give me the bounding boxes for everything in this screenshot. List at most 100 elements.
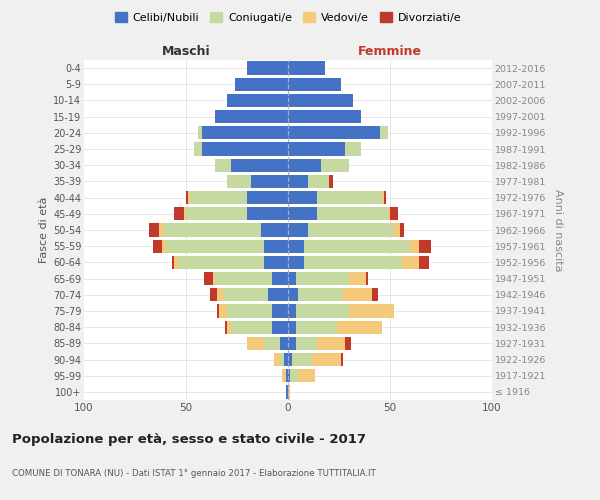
Bar xyxy=(223,288,268,302)
Bar xyxy=(419,240,431,253)
Bar xyxy=(343,288,371,302)
Bar xyxy=(288,142,345,156)
Bar xyxy=(149,224,160,236)
Bar xyxy=(247,191,288,204)
Bar xyxy=(317,191,382,204)
Bar xyxy=(215,158,231,172)
Bar xyxy=(211,288,217,302)
Bar xyxy=(212,272,215,285)
Bar xyxy=(349,304,394,318)
Bar xyxy=(419,256,429,269)
Bar xyxy=(227,304,272,318)
Bar xyxy=(365,272,368,285)
Bar xyxy=(337,320,382,334)
Bar xyxy=(345,142,361,156)
Bar xyxy=(263,336,280,350)
Bar xyxy=(172,256,174,269)
Bar xyxy=(217,288,223,302)
Bar xyxy=(288,78,341,91)
Bar xyxy=(313,353,341,366)
Legend: Celibi/Nubili, Coniugati/e, Vedovi/e, Divorziati/e: Celibi/Nubili, Coniugati/e, Vedovi/e, Di… xyxy=(110,8,466,28)
Bar xyxy=(296,336,317,350)
Bar xyxy=(202,126,288,140)
Bar xyxy=(288,336,296,350)
Bar xyxy=(174,256,178,269)
Bar xyxy=(231,320,272,334)
Bar xyxy=(280,336,288,350)
Bar xyxy=(288,224,308,236)
Bar xyxy=(288,256,304,269)
Bar xyxy=(202,142,288,156)
Bar xyxy=(288,158,320,172)
Bar xyxy=(164,224,262,236)
Bar xyxy=(227,94,288,107)
Bar xyxy=(345,336,351,350)
Bar xyxy=(298,369,314,382)
Bar xyxy=(410,240,419,253)
Bar xyxy=(380,126,388,140)
Bar xyxy=(227,320,231,334)
Bar xyxy=(290,369,298,382)
Bar xyxy=(160,224,164,236)
Bar xyxy=(288,240,304,253)
Bar xyxy=(184,207,186,220)
Text: Femmine: Femmine xyxy=(358,44,422,58)
Bar xyxy=(190,191,247,204)
Bar xyxy=(166,240,263,253)
Bar xyxy=(247,336,263,350)
Bar xyxy=(341,353,343,366)
Text: Maschi: Maschi xyxy=(161,44,211,58)
Bar xyxy=(292,353,313,366)
Bar xyxy=(215,272,272,285)
Bar xyxy=(217,304,218,318)
Bar xyxy=(288,272,296,285)
Bar xyxy=(288,191,317,204)
Bar xyxy=(296,304,349,318)
Bar xyxy=(394,224,400,236)
Bar xyxy=(317,207,388,220)
Bar xyxy=(225,320,227,334)
Bar xyxy=(288,288,298,302)
Bar xyxy=(280,353,284,366)
Bar xyxy=(274,353,280,366)
Bar xyxy=(288,353,292,366)
Bar xyxy=(304,240,410,253)
Bar xyxy=(161,240,166,253)
Bar xyxy=(282,369,286,382)
Bar xyxy=(284,353,288,366)
Bar xyxy=(272,304,288,318)
Bar xyxy=(288,94,353,107)
Bar xyxy=(384,191,386,204)
Bar xyxy=(304,256,402,269)
Bar xyxy=(288,386,290,398)
Text: Popolazione per età, sesso e stato civile - 2017: Popolazione per età, sesso e stato civil… xyxy=(12,432,366,446)
Bar xyxy=(154,240,161,253)
Bar xyxy=(288,207,317,220)
Bar xyxy=(205,272,212,285)
Bar xyxy=(317,336,345,350)
Bar xyxy=(247,62,288,74)
Bar xyxy=(262,224,288,236)
Bar xyxy=(218,304,227,318)
Bar xyxy=(308,175,329,188)
Bar xyxy=(272,272,288,285)
Text: COMUNE DI TONARA (NU) - Dati ISTAT 1° gennaio 2017 - Elaborazione TUTTITALIA.IT: COMUNE DI TONARA (NU) - Dati ISTAT 1° ge… xyxy=(12,469,376,478)
Bar xyxy=(400,224,404,236)
Bar xyxy=(263,256,288,269)
Bar xyxy=(286,386,288,398)
Bar xyxy=(349,272,365,285)
Bar xyxy=(288,320,296,334)
Bar xyxy=(388,207,390,220)
Bar xyxy=(215,110,288,124)
Bar xyxy=(247,207,288,220)
Bar xyxy=(272,320,288,334)
Bar xyxy=(188,191,190,204)
Bar xyxy=(296,272,349,285)
Bar xyxy=(251,175,288,188)
Bar xyxy=(382,191,384,204)
Bar xyxy=(178,256,263,269)
Bar xyxy=(286,369,288,382)
Y-axis label: Anni di nascita: Anni di nascita xyxy=(553,188,563,271)
Bar xyxy=(320,158,349,172)
Bar xyxy=(174,207,184,220)
